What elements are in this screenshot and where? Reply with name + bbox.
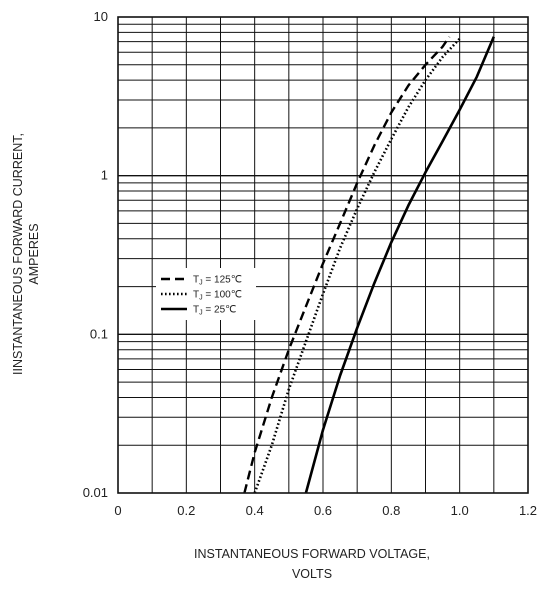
legend: TJ = 125℃ TJ = 100℃ TJ = 25℃ bbox=[156, 268, 256, 320]
x-tick-label: 0 bbox=[114, 503, 121, 518]
legend-label: TJ = 25℃ bbox=[193, 305, 236, 317]
y-axis-ticks: 0.01 0.1 1 10 bbox=[83, 9, 108, 500]
legend-box bbox=[156, 268, 256, 320]
y-tick-label: 1 bbox=[101, 168, 108, 183]
legend-label: TJ = 125℃ bbox=[193, 275, 242, 287]
x-axis-ticks: 0 0.2 0.4 0.6 0.8 1.0 1.2 bbox=[114, 503, 537, 518]
series-lines bbox=[243, 36, 495, 494]
x-tick-label: 0.2 bbox=[177, 503, 195, 518]
series-line-solid bbox=[304, 36, 495, 494]
series-line-dashed bbox=[243, 36, 451, 494]
y-tick-label: 0.01 bbox=[83, 485, 108, 500]
y-tick-label: 0.1 bbox=[90, 326, 108, 341]
x-tick-label: 0.4 bbox=[246, 503, 264, 518]
y-tick-label: 10 bbox=[94, 9, 108, 24]
x-axis-title-line-1: INSTANTANEOUS FORWARD VOLTAGE, bbox=[194, 547, 430, 561]
x-tick-label: 0.6 bbox=[314, 503, 332, 518]
y-axis-title-line-2: AMPERES bbox=[27, 223, 41, 284]
series-line-dotted bbox=[253, 37, 461, 494]
legend-label: TJ = 100℃ bbox=[193, 290, 242, 302]
x-tick-label: 1.0 bbox=[451, 503, 469, 518]
x-tick-label: 0.8 bbox=[382, 503, 400, 518]
x-axis-title-line-2: VOLTS bbox=[292, 567, 332, 581]
x-tick-label: 1.2 bbox=[519, 503, 537, 518]
plot-frame bbox=[117, 16, 529, 494]
grid bbox=[118, 17, 528, 493]
y-axis-title-line-1: IINSTANTANEOUS FORWARD CURRENT, bbox=[11, 133, 25, 375]
